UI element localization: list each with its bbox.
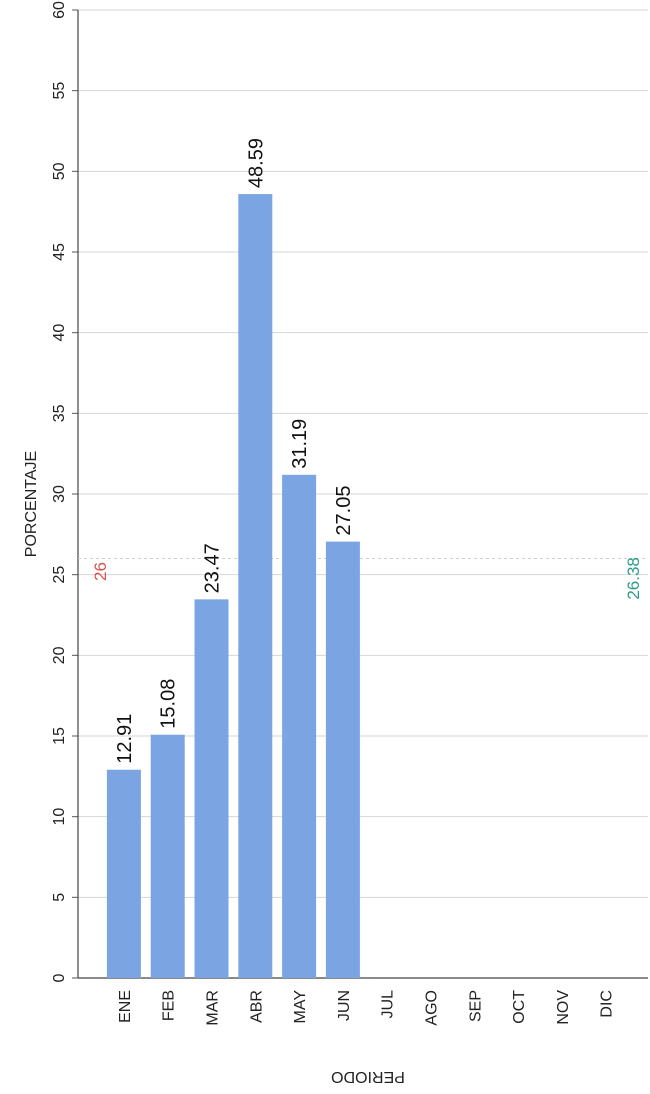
- y-axis-title: PORCENTAJE: [23, 451, 40, 557]
- value-label-mar: 23.47: [202, 543, 224, 593]
- y-tick-label: 25: [51, 566, 68, 584]
- reference-label-red: 26: [91, 562, 110, 581]
- y-tick-label: 15: [51, 727, 68, 745]
- bar-jun: [325, 541, 360, 978]
- value-label-feb: 15.08: [158, 679, 180, 729]
- category-label-jun: JUN: [336, 990, 353, 1021]
- category-label-sep: SEP: [467, 990, 484, 1022]
- category-label-oct: OCT: [511, 990, 528, 1024]
- value-label-may: 31.19: [289, 419, 311, 469]
- category-label-ago: AGO: [424, 990, 441, 1026]
- y-tick-label: 60: [51, 1, 68, 19]
- y-tick-label: 40: [51, 324, 68, 342]
- y-tick-label: 45: [51, 243, 68, 261]
- category-label-feb: FEB: [161, 990, 178, 1021]
- bar-ene: [106, 769, 141, 978]
- value-label-ene: 12.91: [114, 714, 136, 764]
- reference-label-teal: 26.38: [624, 557, 643, 600]
- y-tick-label: 10: [51, 808, 68, 826]
- category-label-mar: MAR: [205, 990, 222, 1026]
- bar-feb: [150, 734, 185, 978]
- y-tick-label: 55: [51, 82, 68, 100]
- y-tick-label: 35: [51, 404, 68, 422]
- bar-may: [282, 474, 317, 978]
- x-axis-title: PERIODO: [331, 1068, 405, 1085]
- category-label-nov: NOV: [555, 990, 572, 1025]
- category-label-ene: ENE: [117, 990, 134, 1023]
- y-tick-label: 30: [51, 485, 68, 503]
- bar-mar: [194, 599, 229, 978]
- category-label-jul: JUL: [380, 990, 397, 1019]
- value-label-abr: 48.59: [245, 138, 267, 188]
- y-tick-label: 50: [51, 162, 68, 180]
- category-label-dic: DIC: [599, 990, 616, 1018]
- y-tick-label: 0: [51, 973, 68, 982]
- category-label-abr: ABR: [248, 990, 265, 1023]
- bar-abr: [238, 194, 273, 979]
- category-label-may: MAY: [292, 990, 309, 1024]
- value-label-jun: 27.05: [333, 486, 355, 536]
- y-tick-label: 20: [51, 646, 68, 664]
- y-tick-label: 5: [51, 893, 68, 902]
